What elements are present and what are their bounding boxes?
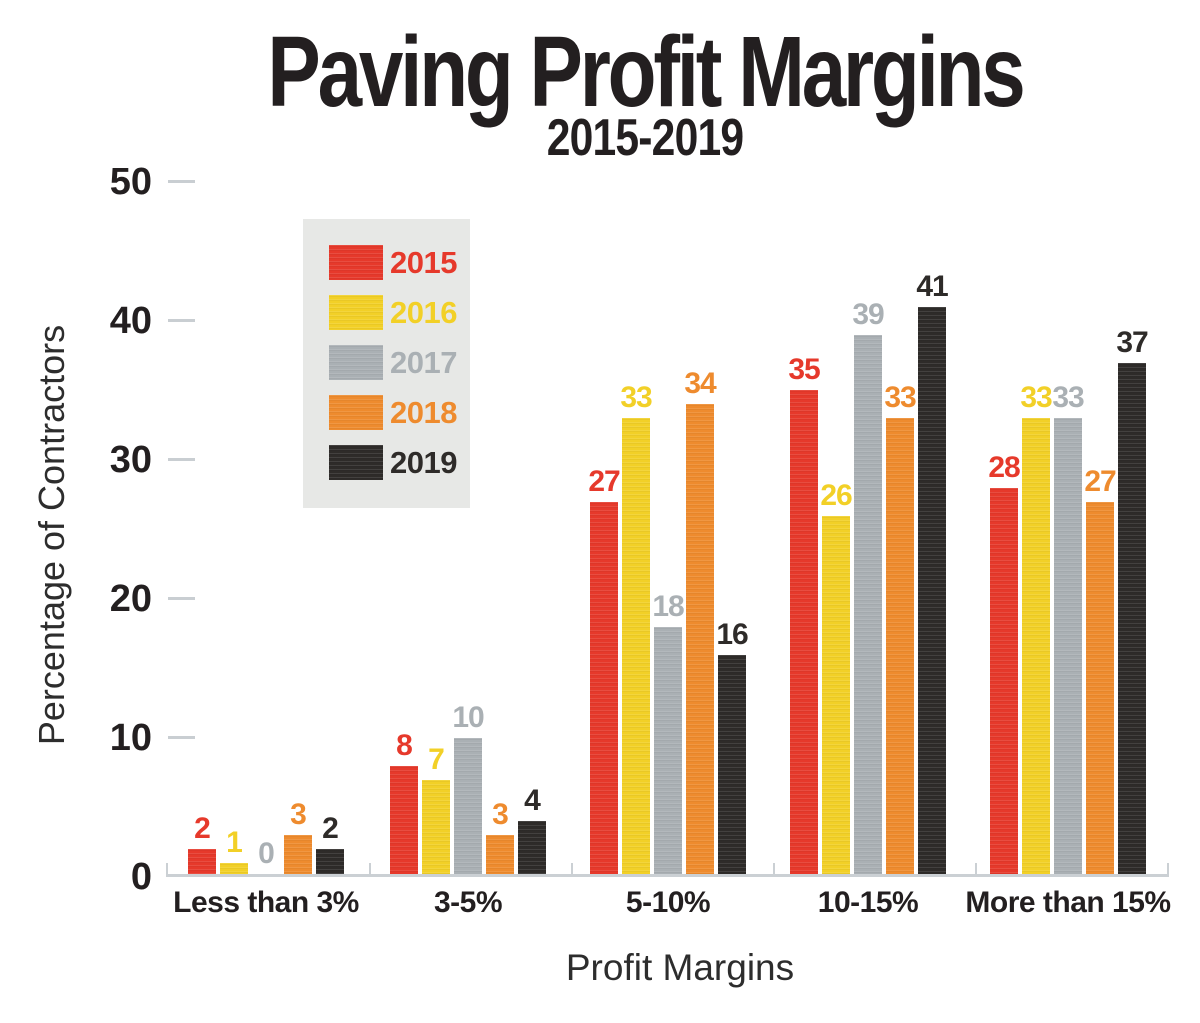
y-tick-label: 50 — [109, 161, 152, 203]
bar-2019 — [316, 849, 344, 877]
chart-subtitle: 2015-2019 — [546, 109, 744, 167]
bar-value-label-2019: 37 — [1116, 326, 1148, 359]
bar-2015 — [188, 849, 216, 877]
bar-2019 — [718, 655, 746, 877]
y-tick-label: 0 — [130, 856, 152, 898]
bar-2015 — [990, 488, 1018, 877]
bar-value-label-2016: 1 — [226, 826, 243, 859]
bar-2017 — [654, 627, 682, 877]
bar-value-label-2018: 3 — [290, 798, 307, 831]
legend: 2015 2016 2017 2018 2019 — [303, 219, 470, 508]
legend-swatch-2018 — [329, 395, 383, 430]
bar-2019 — [918, 307, 946, 877]
bar-2018 — [486, 835, 514, 877]
y-tick-label: 20 — [109, 578, 152, 620]
x-category-label: 3-5% — [433, 886, 503, 919]
legend-swatch-2015 — [329, 245, 383, 280]
bar-value-label-2016: 33 — [1020, 381, 1052, 414]
bar-value-label-2019: 4 — [524, 784, 541, 817]
bar-2015 — [390, 766, 418, 877]
y-tick-label: 10 — [109, 717, 152, 759]
bar-2017 — [854, 335, 882, 877]
x-axis-title: Profit Margins — [565, 947, 795, 988]
x-category-label: Less than 3% — [173, 886, 359, 919]
bar-value-label-2016: 33 — [620, 381, 652, 414]
y-tick-label: 40 — [109, 300, 152, 342]
bar-2016 — [622, 418, 650, 877]
x-group-tick-mark — [975, 863, 977, 877]
y-tick-mark — [168, 180, 195, 183]
bar-value-label-2016: 26 — [820, 479, 852, 512]
x-category-label: 10-15% — [817, 886, 919, 919]
y-tick-label: 30 — [109, 439, 152, 481]
x-group-tick-mark — [571, 863, 573, 877]
bar-value-label-2016: 7 — [428, 743, 445, 776]
bar-value-label-2015: 8 — [396, 729, 413, 762]
bar-value-label-2015: 35 — [788, 353, 820, 386]
bar-2016 — [1022, 418, 1050, 877]
bar-value-label-2017: 39 — [852, 298, 884, 331]
legend-year-label: 2015 — [390, 245, 457, 280]
bar-value-label-2019: 16 — [716, 618, 748, 651]
bar-2018 — [284, 835, 312, 877]
y-tick-mark — [168, 319, 195, 322]
bar-2017 — [454, 738, 482, 877]
bar-2018 — [1086, 502, 1114, 877]
bar-value-label-2018: 27 — [1084, 465, 1116, 498]
y-tick-mark — [168, 458, 195, 461]
y-tick-mark — [168, 736, 195, 739]
bar-value-label-2019: 41 — [916, 270, 948, 303]
bar-value-label-2017: 0 — [258, 837, 275, 870]
bar-2019 — [1118, 363, 1146, 877]
bar-value-label-2018: 34 — [684, 367, 716, 400]
x-group-tick-mark — [773, 863, 775, 877]
bar-value-label-2018: 3 — [492, 798, 509, 831]
legend-item: 2018 — [303, 395, 470, 430]
bar-2019 — [518, 821, 546, 877]
y-axis-title: Percentage of Contractors — [31, 324, 72, 746]
bar-2015 — [790, 390, 818, 877]
legend-year-label: 2016 — [390, 295, 457, 330]
legend-year-label: 2018 — [390, 395, 457, 430]
bar-2016 — [220, 863, 248, 877]
x-group-tick-mark — [1167, 863, 1169, 877]
bar-value-label-2017: 33 — [1052, 381, 1084, 414]
bar-2016 — [822, 516, 850, 877]
bar-value-label-2015: 28 — [988, 451, 1020, 484]
x-group-tick-mark — [369, 863, 371, 877]
bar-2018 — [686, 404, 714, 877]
bar-value-label-2015: 2 — [194, 812, 211, 845]
legend-swatch-2019 — [329, 445, 383, 480]
legend-item: 2016 — [303, 295, 470, 330]
legend-swatch-2016 — [329, 295, 383, 330]
x-axis-line — [167, 874, 1168, 877]
legend-item: 2017 — [303, 345, 470, 380]
bar-value-label-2015: 27 — [588, 465, 620, 498]
chart-title: Paving Profit Margins — [267, 16, 1025, 128]
legend-item: 2019 — [303, 445, 470, 480]
bar-2017 — [1054, 418, 1082, 877]
legend-year-label: 2017 — [390, 345, 457, 380]
y-tick-mark — [168, 597, 195, 600]
bar-2016 — [422, 780, 450, 877]
bar-2015 — [590, 502, 618, 877]
bar-value-label-2017: 18 — [652, 590, 684, 623]
legend-year-label: 2019 — [390, 445, 457, 480]
x-category-label: More than 15% — [965, 886, 1171, 919]
x-group-tick-mark — [166, 863, 168, 877]
legend-swatch-2017 — [329, 345, 383, 380]
legend-item: 2015 — [303, 245, 470, 280]
bar-value-label-2018: 33 — [884, 381, 916, 414]
bar-2018 — [886, 418, 914, 877]
bar-value-label-2017: 10 — [452, 701, 484, 734]
x-category-label: 5-10% — [625, 886, 711, 919]
bar-value-label-2019: 2 — [322, 812, 339, 845]
